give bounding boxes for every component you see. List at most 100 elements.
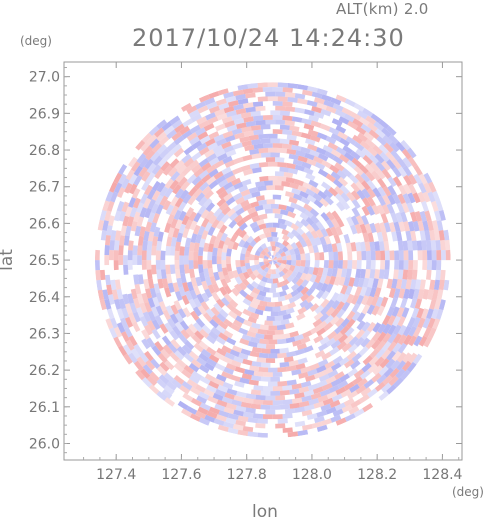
- radar-cell: [304, 252, 311, 261]
- radar-cell: [257, 185, 267, 192]
- radar-cell: [281, 267, 289, 275]
- radar-cell: [244, 144, 255, 152]
- radar-cell: [401, 148, 412, 160]
- radar-cell: [335, 386, 347, 396]
- radar-cell: [389, 250, 395, 261]
- radar-cell: [176, 277, 184, 288]
- radar-cell: [340, 388, 352, 398]
- radar-cell: [274, 301, 283, 307]
- radar-cell: [191, 175, 202, 186]
- radar-cell: [383, 222, 391, 233]
- radar-cell: [372, 322, 382, 333]
- radar-cell: [304, 152, 315, 161]
- radar-cell: [286, 243, 294, 251]
- radar-cell: [376, 204, 385, 215]
- radar-cell: [346, 216, 355, 227]
- radar-cell: [343, 276, 351, 287]
- radar-cell: [306, 158, 317, 167]
- radar-cell: [268, 161, 278, 167]
- radar-cell: [262, 414, 273, 420]
- radar-cell: [412, 326, 422, 338]
- radar-cell: [284, 408, 296, 414]
- radar-cell: [326, 390, 338, 400]
- radar-cell: [94, 249, 100, 261]
- radar-cell: [271, 283, 278, 289]
- radar-cell: [325, 406, 337, 415]
- radar-cell: [357, 132, 368, 143]
- radar-cell: [296, 227, 305, 236]
- radar-cell: [213, 418, 225, 426]
- radar-cell: [223, 329, 234, 339]
- radar-cell: [177, 400, 189, 411]
- radar-cell: [265, 222, 273, 228]
- radar-cell: [131, 187, 141, 199]
- radar-cell: [330, 149, 342, 158]
- radar-cell: [391, 231, 398, 242]
- radar-cell: [328, 260, 334, 269]
- radar-cell: [198, 120, 210, 129]
- radar-cell: [189, 413, 201, 422]
- radar-cell: [291, 144, 302, 152]
- radar-cell: [232, 142, 243, 150]
- radar-cell: [309, 237, 317, 247]
- radar-cell: [315, 289, 325, 300]
- radar-cell: [350, 215, 360, 226]
- radar-cell: [402, 269, 409, 280]
- radar-cell: [338, 356, 350, 367]
- radar-cell: [133, 211, 141, 223]
- radar-cell: [193, 251, 199, 261]
- radar-cell: [256, 219, 265, 226]
- radar-cell: [152, 155, 163, 166]
- radar-cell: [251, 360, 262, 368]
- radar-cell: [218, 102, 230, 111]
- radar-cell: [373, 121, 385, 132]
- radar-cell: [172, 282, 180, 293]
- radar-cell: [431, 289, 439, 301]
- radar-cell: [412, 260, 418, 270]
- radar-cell: [204, 97, 216, 106]
- radar-cell: [128, 156, 138, 168]
- radar-cell: [200, 348, 212, 359]
- radar-cell: [333, 234, 341, 244]
- radar-cell: [303, 345, 314, 353]
- radar-cell: [285, 92, 296, 98]
- radar-cell: [295, 260, 301, 267]
- radar-cell: [321, 418, 332, 426]
- radar-cell: [289, 388, 300, 395]
- radar-cell: [233, 181, 244, 190]
- radar-cell: [351, 198, 361, 210]
- radar-cell: [133, 360, 144, 372]
- radar-cell: [204, 189, 214, 200]
- radar-cell: [330, 339, 341, 350]
- radar-cell: [181, 368, 192, 379]
- radar-cell: [419, 210, 427, 222]
- radar-cell: [291, 368, 302, 376]
- radar-cell: [400, 211, 408, 223]
- radar-cell: [221, 166, 232, 175]
- radar-cell: [412, 353, 423, 365]
- radar-cell: [264, 252, 270, 258]
- radar-cell: [438, 299, 446, 311]
- radar-cell: [151, 319, 161, 331]
- radar-cell: [230, 233, 238, 243]
- radar-cell: [263, 260, 269, 266]
- radar-cell: [105, 274, 111, 286]
- radar-cell: [105, 190, 114, 202]
- radar-cell: [381, 127, 392, 138]
- radar-cell: [174, 197, 184, 208]
- radar-cell: [247, 206, 257, 215]
- radar-cell: [198, 146, 210, 156]
- radar-cell: [423, 182, 432, 194]
- radar-cell: [402, 352, 412, 364]
- radar-cell: [123, 235, 130, 246]
- radar-cell: [277, 295, 286, 302]
- radar-cell: [160, 260, 166, 270]
- radar-cell: [183, 255, 189, 265]
- radar-cell: [366, 187, 377, 199]
- radar-cell: [296, 312, 306, 321]
- radar-cell: [241, 126, 252, 133]
- radar-cell: [304, 209, 314, 219]
- radar-cell: [248, 326, 259, 334]
- radar-cell: [203, 312, 213, 323]
